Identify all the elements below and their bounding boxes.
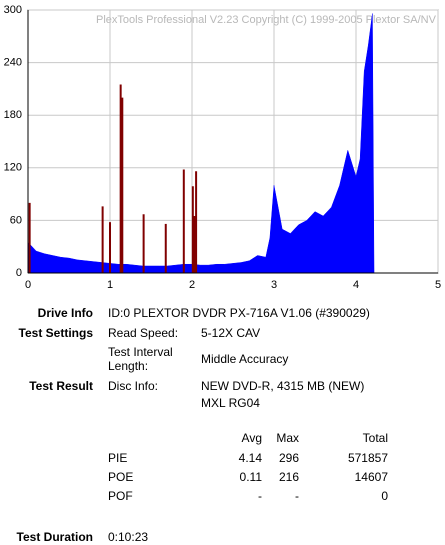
stat-cell: - bbox=[295, 489, 299, 503]
pie-area bbox=[27, 13, 375, 274]
column-header: Avg bbox=[241, 431, 262, 445]
disc-info-label: Disc Info: bbox=[108, 379, 159, 393]
stat-cell: 14607 bbox=[354, 470, 388, 484]
y-tick-label: 60 bbox=[10, 214, 22, 226]
disc-info: NEW DVD-R, 4315 MB (NEW) bbox=[201, 379, 365, 393]
x-tick-label: 5 bbox=[435, 279, 441, 291]
drive-info: ID:0 PLEXTOR DVDR PX-716A V1.06 (#390029… bbox=[108, 306, 370, 320]
setting-value: Middle Accuracy bbox=[201, 352, 289, 366]
stat-cell: 571857 bbox=[347, 451, 388, 465]
column-header: Max bbox=[276, 431, 299, 445]
stat-cell: 0 bbox=[381, 489, 388, 503]
x-tick-label: 3 bbox=[271, 279, 277, 291]
settings-label: Test Settings bbox=[18, 326, 93, 340]
setting-value: 5-12X CAV bbox=[201, 326, 261, 340]
x-tick-label: 1 bbox=[107, 279, 113, 291]
row-label: PIE bbox=[108, 451, 128, 465]
stat-cell: 0.11 bbox=[239, 470, 262, 484]
disc-info: MXL RG04 bbox=[201, 396, 260, 410]
setting-name: Test Interval Length: bbox=[108, 345, 173, 373]
chart: PlexTools Professional V2.23 Copyright (… bbox=[4, 4, 441, 291]
stat-cell: - bbox=[258, 489, 262, 503]
chart-title: PlexTools Professional V2.23 Copyright (… bbox=[96, 14, 437, 26]
row-label: POE bbox=[108, 470, 134, 484]
duration: 0:10:23 bbox=[108, 530, 149, 544]
stat-cell: 296 bbox=[278, 451, 299, 465]
x-tick-label: 2 bbox=[189, 279, 195, 291]
plot-area bbox=[27, 9, 439, 274]
x-tick-label: 4 bbox=[353, 279, 359, 291]
column-header: Total bbox=[362, 431, 388, 445]
result-label: Test Result bbox=[29, 379, 93, 393]
y-tick-label: 240 bbox=[4, 57, 22, 69]
duration-label: Test Duration bbox=[16, 530, 93, 544]
stat-cell: 216 bbox=[278, 470, 299, 484]
y-tick-label: 0 bbox=[16, 267, 22, 279]
y-tick-label: 300 bbox=[4, 4, 22, 16]
x-tick-label: 0 bbox=[25, 279, 31, 291]
y-tick-label: 180 bbox=[4, 109, 22, 121]
setting-name: Read Speed: bbox=[108, 326, 179, 340]
drive-info-label: Drive Info bbox=[37, 306, 93, 320]
y-tick-label: 120 bbox=[4, 162, 22, 174]
row-label: POF bbox=[108, 489, 133, 503]
stat-cell: 4.14 bbox=[238, 451, 262, 465]
